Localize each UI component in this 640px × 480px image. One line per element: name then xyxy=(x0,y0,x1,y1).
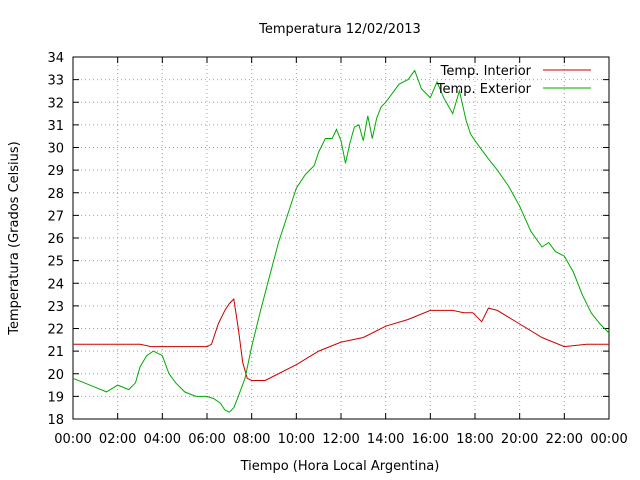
y-tick-label: 33 xyxy=(47,74,64,89)
y-tick-label: 18 xyxy=(47,413,64,428)
y-tick-label: 29 xyxy=(47,164,64,179)
y-tick-label: 26 xyxy=(47,232,64,247)
y-tick-label: 24 xyxy=(47,277,64,292)
series-line-exterior xyxy=(72,69,610,413)
y-tick-label: 23 xyxy=(47,300,64,315)
series-lines xyxy=(72,69,610,413)
legend-label-interior: Temp. Interior xyxy=(440,64,532,79)
x-tick-label: 16:00 xyxy=(412,432,449,447)
y-tick-label: 30 xyxy=(47,142,64,157)
series-line-interior xyxy=(73,298,609,381)
x-tick-label: 18:00 xyxy=(456,432,493,447)
y-tick-label: 27 xyxy=(47,209,64,224)
x-tick-label: 00:00 xyxy=(54,432,91,447)
x-tick-label: 08:00 xyxy=(233,432,270,447)
y-tick-label: 28 xyxy=(47,187,64,202)
x-tick-label: 04:00 xyxy=(144,432,181,447)
grid-lines xyxy=(73,57,609,419)
plot-frame xyxy=(72,56,610,420)
y-tick-label: 22 xyxy=(47,323,64,338)
y-tick-label: 32 xyxy=(47,96,64,111)
x-axis-label: Tiempo (Hora Local Argentina) xyxy=(240,459,440,474)
x-tick-label: 02:00 xyxy=(99,432,136,447)
y-tick-label: 34 xyxy=(47,51,64,66)
y-tick-label: 21 xyxy=(47,345,64,360)
legend: Temp. Interior Temp. Exterior xyxy=(436,64,591,97)
x-axis-tick-labels: 00:00 02:00 04:00 06:00 08:00 10:00 12:00 14:00… xyxy=(54,432,627,447)
y-tick-label: 31 xyxy=(47,119,64,134)
x-tick-label: 14:00 xyxy=(367,432,404,447)
y-axis-label: Temperatura (Grados Celsius) xyxy=(7,141,22,335)
y-tick-label: 20 xyxy=(47,368,64,383)
y-tick-label: 25 xyxy=(47,255,64,270)
x-tick-label: 06:00 xyxy=(188,432,225,447)
x-tick-label: 20:00 xyxy=(501,432,538,447)
y-axis-tick-labels: 18 19 20 21 22 23 24 25 26 27 28 29 30 31 32 33 34 xyxy=(47,51,64,428)
x-tick-label: 12:00 xyxy=(322,432,359,447)
x-tick-label: 00:00 xyxy=(590,432,627,447)
x-tick-label: 10:00 xyxy=(278,432,315,447)
x-tick-label: 22:00 xyxy=(546,432,583,447)
chart-title: Temperatura 12/02/2013 xyxy=(258,22,421,37)
legend-label-exterior: Temp. Exterior xyxy=(436,82,532,97)
y-tick-label: 19 xyxy=(47,390,64,405)
